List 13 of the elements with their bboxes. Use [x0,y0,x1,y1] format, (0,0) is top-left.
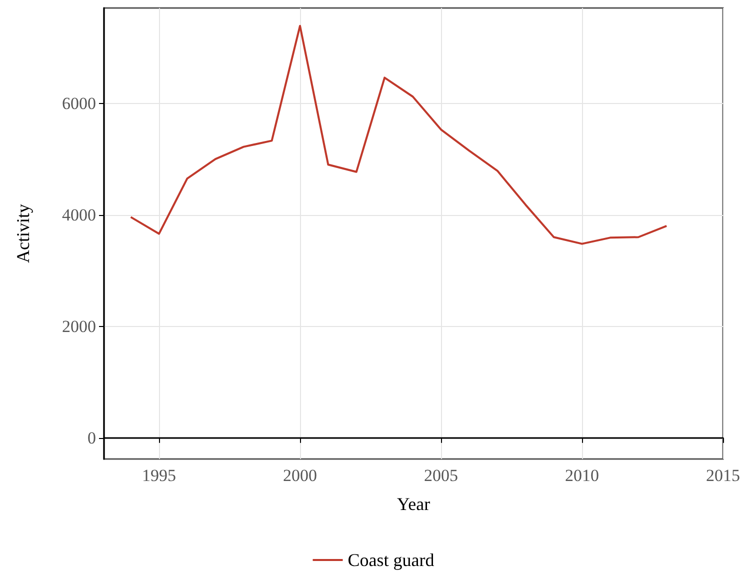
y-tick-label: 6000 [62,94,96,113]
line-series [130,24,668,245]
y-tick-label: 0 [88,428,96,448]
x-tick-label: 2015 [706,466,740,485]
y-axis-title: Activity [13,204,33,263]
x-tick-label: 2010 [565,466,599,485]
x-tick-label: 2000 [282,466,317,485]
legend-label: Coast guard [348,550,434,570]
x-tick-label: 1995 [142,466,176,485]
x-tick-label: 2005 [424,466,458,485]
y-tick-label: 2000 [62,316,96,336]
y-tick-label: 4000 [62,205,96,224]
x-axis-title: Year [396,494,430,514]
